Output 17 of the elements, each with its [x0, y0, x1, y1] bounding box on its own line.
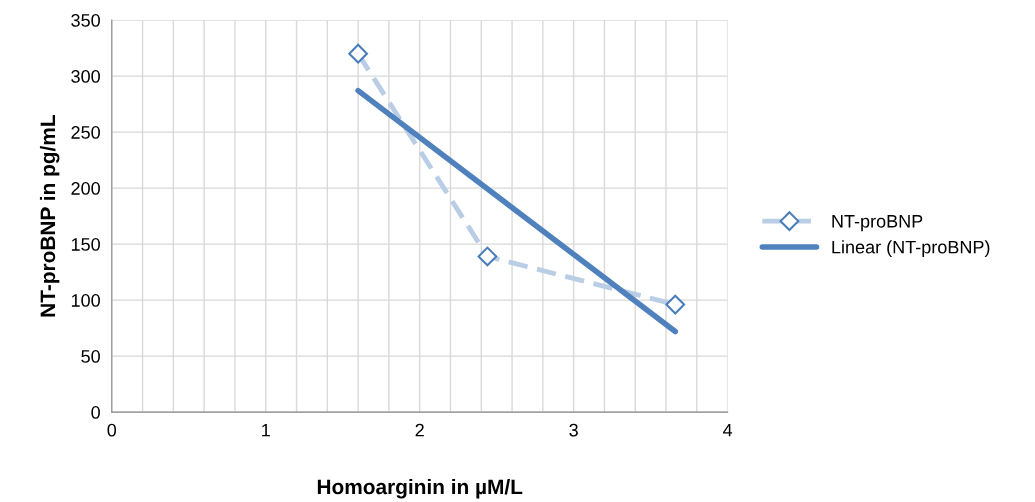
legend-label: Linear (NT-proBNP): [832, 240, 990, 258]
y-tick-label: 50: [81, 350, 100, 363]
x-axis-title: Homoarginin in µM/L: [317, 478, 523, 499]
x-tick-label: 2: [415, 423, 424, 437]
y-tick-label: 150: [71, 238, 100, 251]
x-tick-label: 4: [723, 423, 733, 437]
y-tick-label: 0: [91, 406, 100, 419]
y-axis-title: NT-proBNP in pg/mL: [39, 115, 60, 317]
y-tick-label: 250: [71, 126, 100, 139]
x-tick-label: 0: [107, 423, 117, 437]
x-tick-label: 3: [569, 423, 578, 437]
x-tick-label: 1: [262, 423, 270, 437]
y-tick-label: 300: [71, 70, 100, 83]
y-tick-label: 100: [71, 294, 100, 307]
legend-label: NT-proBNP: [832, 215, 923, 232]
y-tick-label: 200: [71, 182, 100, 195]
y-tick-label: 350: [71, 14, 100, 27]
